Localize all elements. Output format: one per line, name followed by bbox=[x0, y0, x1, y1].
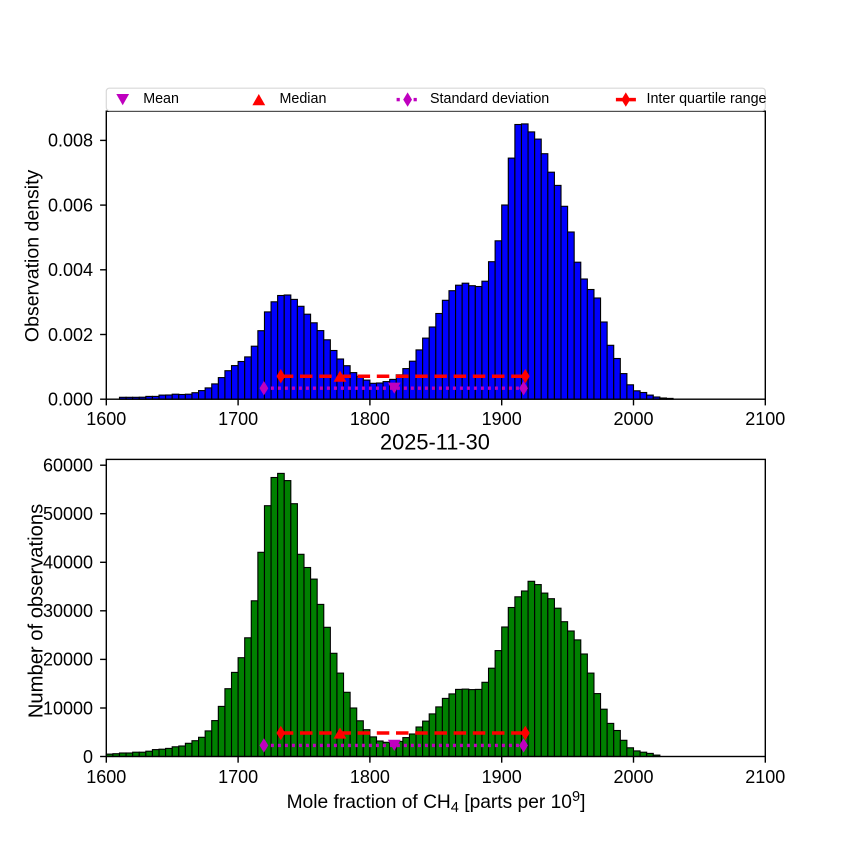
svg-text:1800: 1800 bbox=[350, 409, 390, 429]
svg-text:Standard deviation: Standard deviation bbox=[430, 91, 549, 107]
svg-text:0.008: 0.008 bbox=[48, 131, 93, 151]
svg-text:Median: Median bbox=[280, 91, 327, 107]
svg-text:0: 0 bbox=[83, 747, 93, 767]
svg-text:1900: 1900 bbox=[482, 767, 522, 787]
svg-text:2025-11-30: 2025-11-30 bbox=[380, 429, 490, 454]
svg-text:2100: 2100 bbox=[745, 767, 785, 787]
svg-text:1900: 1900 bbox=[482, 409, 522, 429]
svg-text:1800: 1800 bbox=[350, 767, 390, 787]
svg-text:1600: 1600 bbox=[86, 767, 126, 787]
svg-text:30000: 30000 bbox=[43, 601, 93, 621]
svg-text:Observation density: Observation density bbox=[22, 169, 44, 342]
svg-text:Number of observations: Number of observations bbox=[26, 504, 48, 718]
svg-text:0.006: 0.006 bbox=[48, 195, 93, 215]
svg-text:Mean: Mean bbox=[143, 91, 179, 107]
svg-text:60000: 60000 bbox=[43, 456, 93, 476]
svg-text:40000: 40000 bbox=[43, 553, 93, 573]
svg-text:2000: 2000 bbox=[613, 409, 653, 429]
svg-text:50000: 50000 bbox=[43, 504, 93, 524]
svg-text:Inter quartile range: Inter quartile range bbox=[647, 91, 767, 107]
svg-text:20000: 20000 bbox=[43, 650, 93, 670]
svg-text:10000: 10000 bbox=[43, 698, 93, 718]
svg-text:1600: 1600 bbox=[86, 409, 126, 429]
svg-text:0.002: 0.002 bbox=[48, 325, 93, 345]
svg-text:0.004: 0.004 bbox=[48, 260, 93, 280]
svg-text:1700: 1700 bbox=[218, 409, 258, 429]
svg-text:2000: 2000 bbox=[613, 767, 653, 787]
svg-text:1700: 1700 bbox=[218, 767, 258, 787]
svg-text:0.000: 0.000 bbox=[48, 390, 93, 410]
svg-text:Mole fraction of CH4 [parts pe: Mole fraction of CH4 [parts per 109] bbox=[287, 789, 586, 816]
svg-text:2100: 2100 bbox=[745, 409, 785, 429]
